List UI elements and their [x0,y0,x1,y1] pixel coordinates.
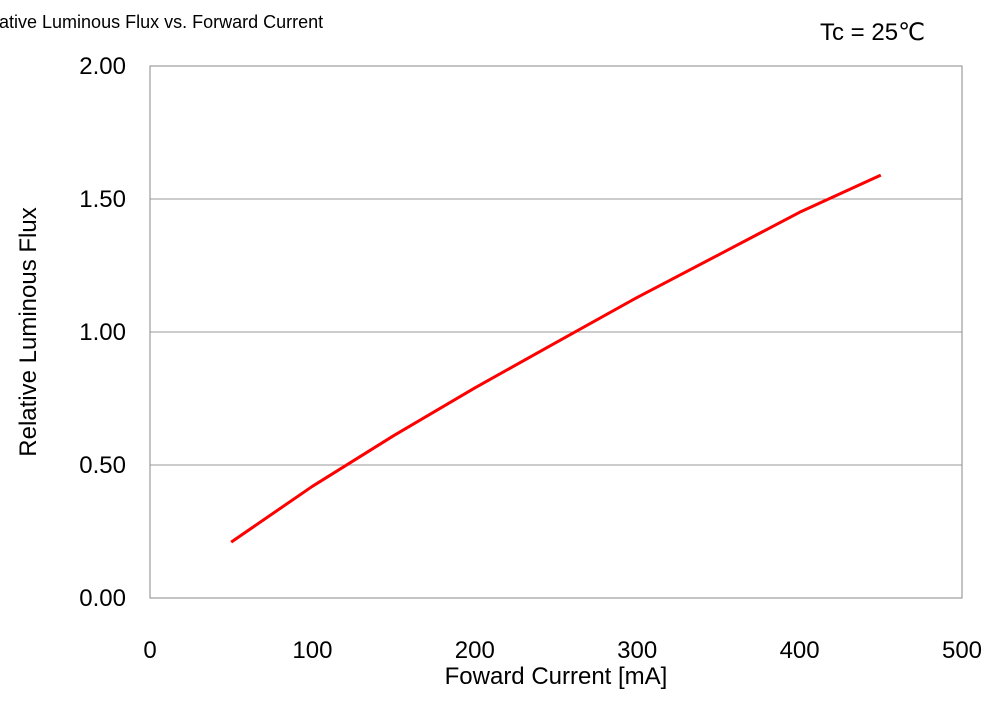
y-tick-label: 1.00 [79,319,126,346]
gridlines [150,199,962,465]
y-tick-labels: 0.00 0.50 1.00 1.50 2.00 [79,53,126,612]
x-tick-label: 200 [455,637,495,664]
x-tick-label: 100 [292,637,332,664]
y-tick-label: 0.50 [79,452,126,479]
y-tick-label: 2.00 [79,53,126,80]
x-tick-label: 0 [143,637,156,664]
x-axis-title: Foward Current [mA] [445,663,668,690]
y-axis-title: Relative Luminous Flux [15,207,42,456]
series-layer [231,175,881,542]
y-tick-label: 1.50 [79,186,126,213]
series-line-0 [231,175,881,542]
x-tick-label: 300 [617,637,657,664]
x-tick-label: 400 [780,637,820,664]
x-tick-label: 500 [942,637,982,664]
x-tick-labels: 0 100 200 300 400 500 [143,637,982,664]
y-tick-label: 0.00 [79,585,126,612]
